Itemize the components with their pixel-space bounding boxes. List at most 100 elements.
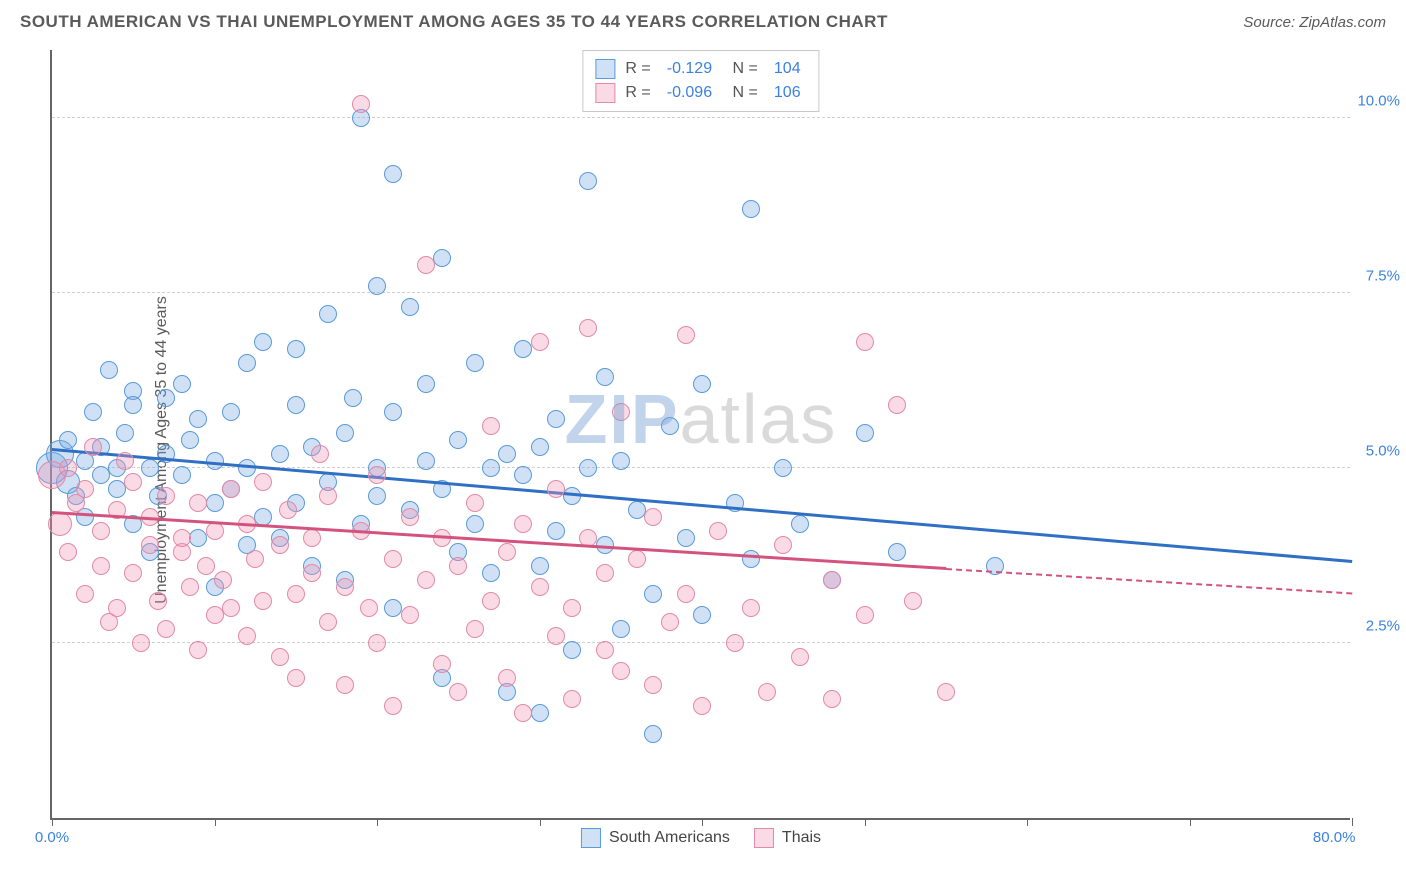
data-point — [823, 571, 841, 589]
data-point — [693, 375, 711, 393]
data-point — [157, 620, 175, 638]
data-point — [189, 641, 207, 659]
data-point — [466, 515, 484, 533]
series-legend: South Americans Thais — [581, 828, 821, 848]
data-point — [677, 585, 695, 603]
data-point — [433, 655, 451, 673]
r-value: -0.129 — [667, 60, 712, 78]
data-point — [531, 704, 549, 722]
legend-swatch — [595, 83, 615, 103]
x-tick — [1190, 818, 1191, 826]
data-point — [514, 704, 532, 722]
data-point — [279, 501, 297, 519]
chart-container: Unemployment Among Ages 35 to 44 years Z… — [0, 40, 1406, 860]
data-point — [222, 599, 240, 617]
data-point — [173, 466, 191, 484]
data-point — [124, 396, 142, 414]
data-point — [189, 494, 207, 512]
data-point — [791, 515, 809, 533]
data-point — [384, 550, 402, 568]
data-point — [449, 557, 467, 575]
data-point — [368, 487, 386, 505]
data-point — [758, 683, 776, 701]
data-point — [596, 368, 614, 386]
x-tick — [1352, 818, 1353, 826]
data-point — [791, 648, 809, 666]
data-point — [498, 445, 516, 463]
data-point — [246, 550, 264, 568]
data-point — [352, 95, 370, 113]
data-point — [449, 431, 467, 449]
data-point — [287, 340, 305, 358]
data-point — [904, 592, 922, 610]
data-point — [433, 249, 451, 267]
x-tick-label: 0.0% — [35, 829, 69, 846]
data-point — [417, 571, 435, 589]
data-point — [888, 543, 906, 561]
data-point — [181, 431, 199, 449]
data-point — [726, 634, 744, 652]
legend-label: Thais — [782, 829, 821, 847]
data-point — [206, 522, 224, 540]
data-point — [368, 466, 386, 484]
data-point — [449, 683, 467, 701]
n-value: 106 — [774, 84, 801, 102]
legend-item: South Americans — [581, 828, 730, 848]
data-point — [336, 578, 354, 596]
data-point — [612, 662, 630, 680]
data-point — [303, 564, 321, 582]
data-point — [514, 515, 532, 533]
data-point — [612, 452, 630, 470]
data-point — [360, 599, 378, 617]
legend-item: Thais — [754, 828, 821, 848]
data-point — [271, 648, 289, 666]
data-point — [774, 536, 792, 554]
data-point — [384, 697, 402, 715]
data-point — [417, 452, 435, 470]
x-tick — [52, 818, 53, 826]
y-tick-label: 10.0% — [1352, 93, 1400, 110]
data-point — [579, 319, 597, 337]
data-point — [937, 683, 955, 701]
data-point — [76, 480, 94, 498]
data-point — [596, 641, 614, 659]
data-point — [612, 403, 630, 421]
correlation-legend: R =-0.129 N =104R =-0.096 N =106 — [582, 50, 819, 112]
data-point — [466, 494, 484, 512]
data-point — [401, 508, 419, 526]
data-point — [579, 172, 597, 190]
data-point — [132, 634, 150, 652]
data-point — [774, 459, 792, 477]
data-point — [108, 599, 126, 617]
data-point — [368, 634, 386, 652]
data-point — [677, 529, 695, 547]
n-label: N = — [728, 60, 758, 78]
x-tick — [702, 818, 703, 826]
data-point — [116, 452, 134, 470]
data-point — [661, 613, 679, 631]
data-point — [59, 431, 77, 449]
data-point — [417, 375, 435, 393]
data-point — [498, 669, 516, 687]
data-point — [206, 494, 224, 512]
data-point — [173, 529, 191, 547]
r-label: R = — [625, 84, 650, 102]
data-point — [287, 669, 305, 687]
data-point — [531, 557, 549, 575]
data-point — [628, 550, 646, 568]
data-point — [222, 480, 240, 498]
data-point — [547, 522, 565, 540]
data-point — [661, 417, 679, 435]
data-point — [547, 627, 565, 645]
data-point — [48, 512, 72, 536]
n-label: N = — [728, 84, 758, 102]
data-point — [141, 459, 159, 477]
data-point — [189, 410, 207, 428]
y-tick-label: 5.0% — [1352, 443, 1400, 460]
data-point — [823, 690, 841, 708]
x-tick — [1027, 818, 1028, 826]
data-point — [612, 620, 630, 638]
data-point — [254, 592, 272, 610]
y-tick-label: 7.5% — [1352, 268, 1400, 285]
data-point — [368, 277, 386, 295]
